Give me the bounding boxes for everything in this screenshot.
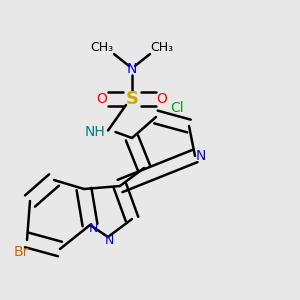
Text: NH: NH	[84, 125, 105, 139]
Text: O: O	[157, 92, 167, 106]
Text: N: N	[88, 221, 98, 235]
Text: CH₃: CH₃	[150, 41, 174, 55]
Text: N: N	[105, 233, 114, 247]
Text: Br: Br	[13, 245, 29, 259]
Text: O: O	[97, 92, 107, 106]
Text: N: N	[196, 149, 206, 163]
Text: N: N	[127, 62, 137, 76]
Text: CH₃: CH₃	[90, 41, 114, 55]
Text: Cl: Cl	[170, 101, 184, 115]
Text: S: S	[125, 90, 139, 108]
